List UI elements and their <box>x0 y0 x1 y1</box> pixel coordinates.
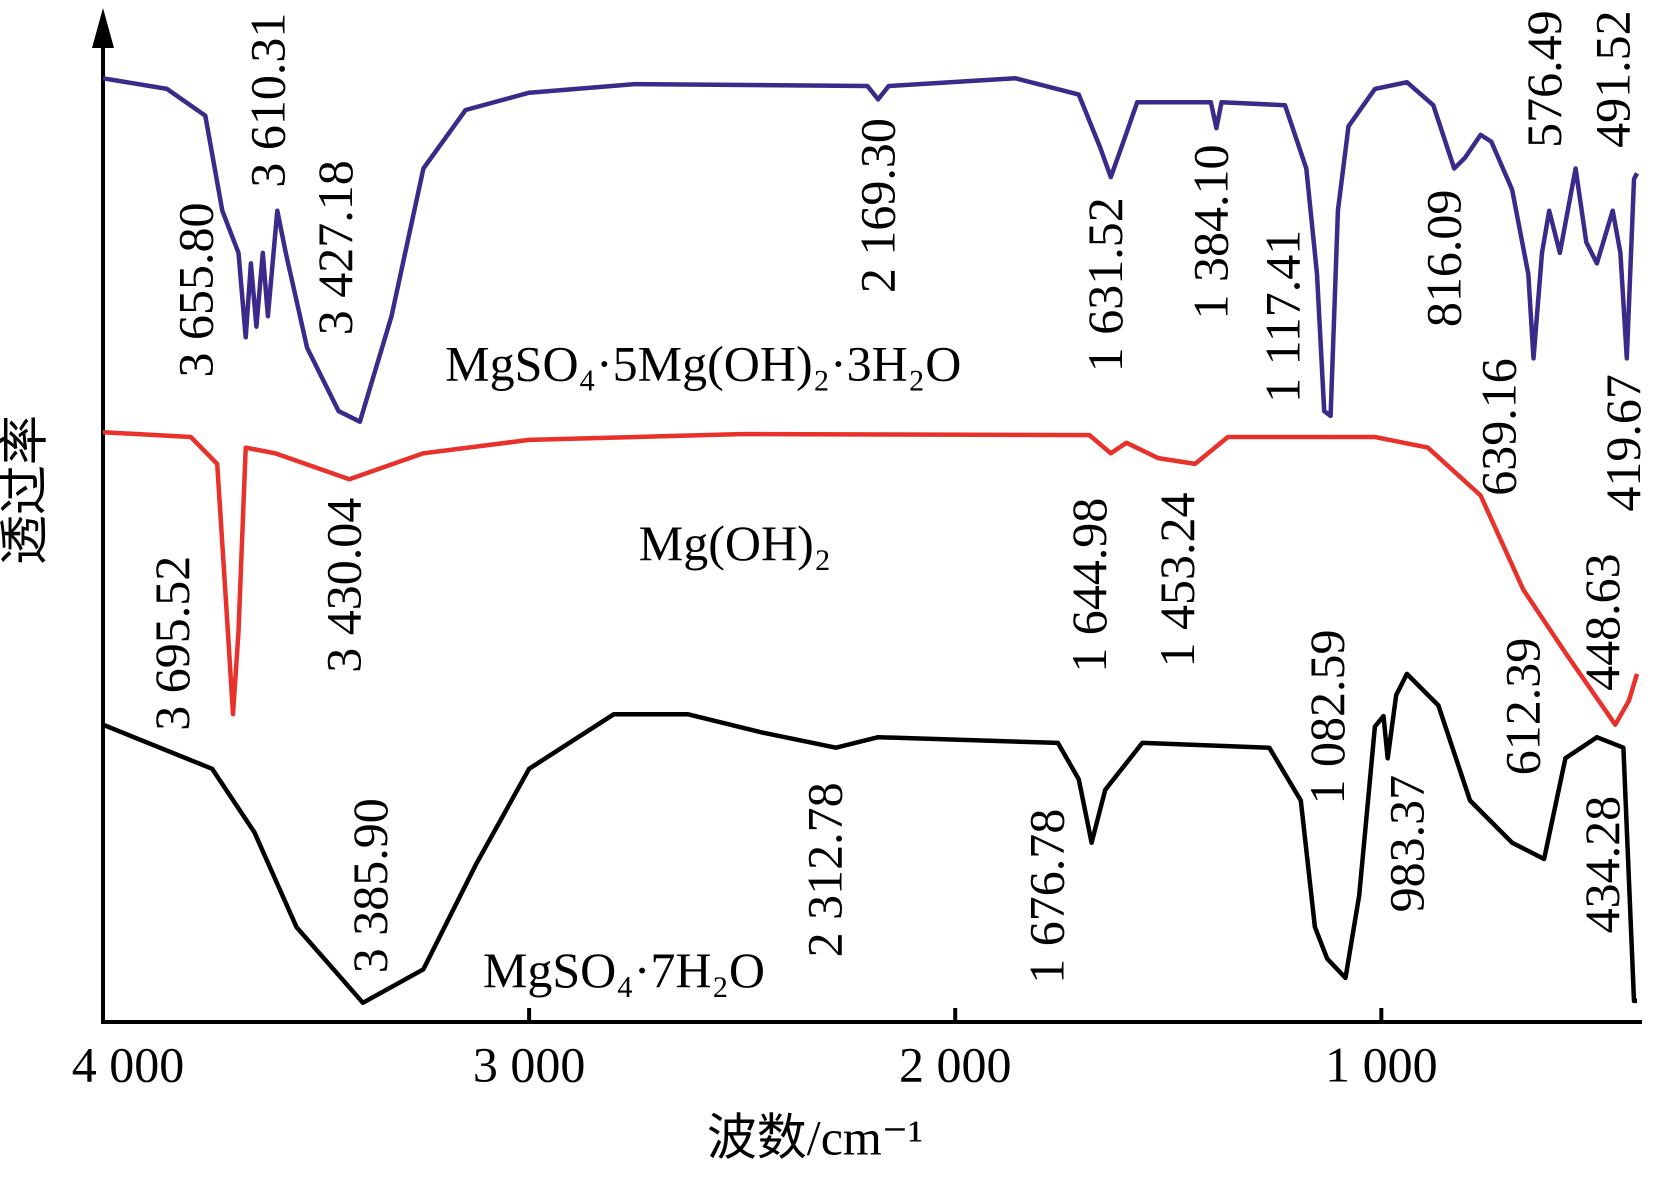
peak-label: 816.09 <box>1415 190 1471 328</box>
peak-label: 2 169.30 <box>850 118 906 293</box>
peak-label: 3 430.04 <box>315 498 371 673</box>
x-tick-label: 2 000 <box>899 1036 1012 1092</box>
series-label: MgSO₄·7H₂O <box>483 942 765 998</box>
peak-label: 2 312.78 <box>797 782 853 957</box>
x-tick-label: 3 000 <box>473 1036 586 1092</box>
peak-label: 612.39 <box>1495 638 1551 776</box>
peak-label: 576.49 <box>1516 10 1572 148</box>
y-axis-arrow <box>92 8 114 48</box>
spectrum-line <box>102 429 1640 727</box>
peak-label: 1 082.59 <box>1299 630 1355 805</box>
x-tick-label: 4 000 <box>72 1036 185 1092</box>
peak-label: 1 631.52 <box>1077 197 1133 372</box>
spectrum-line <box>102 76 1639 424</box>
x-axis-label: 波数/cm⁻¹ <box>707 1109 923 1165</box>
peak-label: 3 427.18 <box>307 160 363 335</box>
peak-label: 419.67 <box>1595 374 1651 512</box>
peak-label: 1 384.10 <box>1183 144 1239 319</box>
peak-label: 3 695.52 <box>144 556 200 731</box>
y-axis-label: 透过率 <box>0 415 52 565</box>
peak-label: 639.16 <box>1470 358 1526 496</box>
x-tick-label: 1 000 <box>1325 1036 1438 1092</box>
peak-label: 1 676.78 <box>1019 809 1075 984</box>
peak-label: 1 644.98 <box>1061 498 1117 673</box>
peak-label: 983.37 <box>1378 775 1434 913</box>
peak-label: 3 610.31 <box>239 13 295 188</box>
spectrum-line <box>102 671 1637 1006</box>
peak-label: 3 655.80 <box>167 202 223 377</box>
peak-label: 3 385.90 <box>342 798 398 973</box>
peak-label: 448.63 <box>1574 553 1630 691</box>
series-label: MgSO₄·5Mg(OH)₂·3H₂O <box>445 336 961 392</box>
peak-label: 1 117.41 <box>1255 230 1311 403</box>
peak-label: 491.52 <box>1585 10 1641 148</box>
series-label: Mg(OH)₂ <box>639 515 831 571</box>
peak-label: 434.28 <box>1574 796 1630 934</box>
peak-label: 1 453.24 <box>1149 492 1205 667</box>
